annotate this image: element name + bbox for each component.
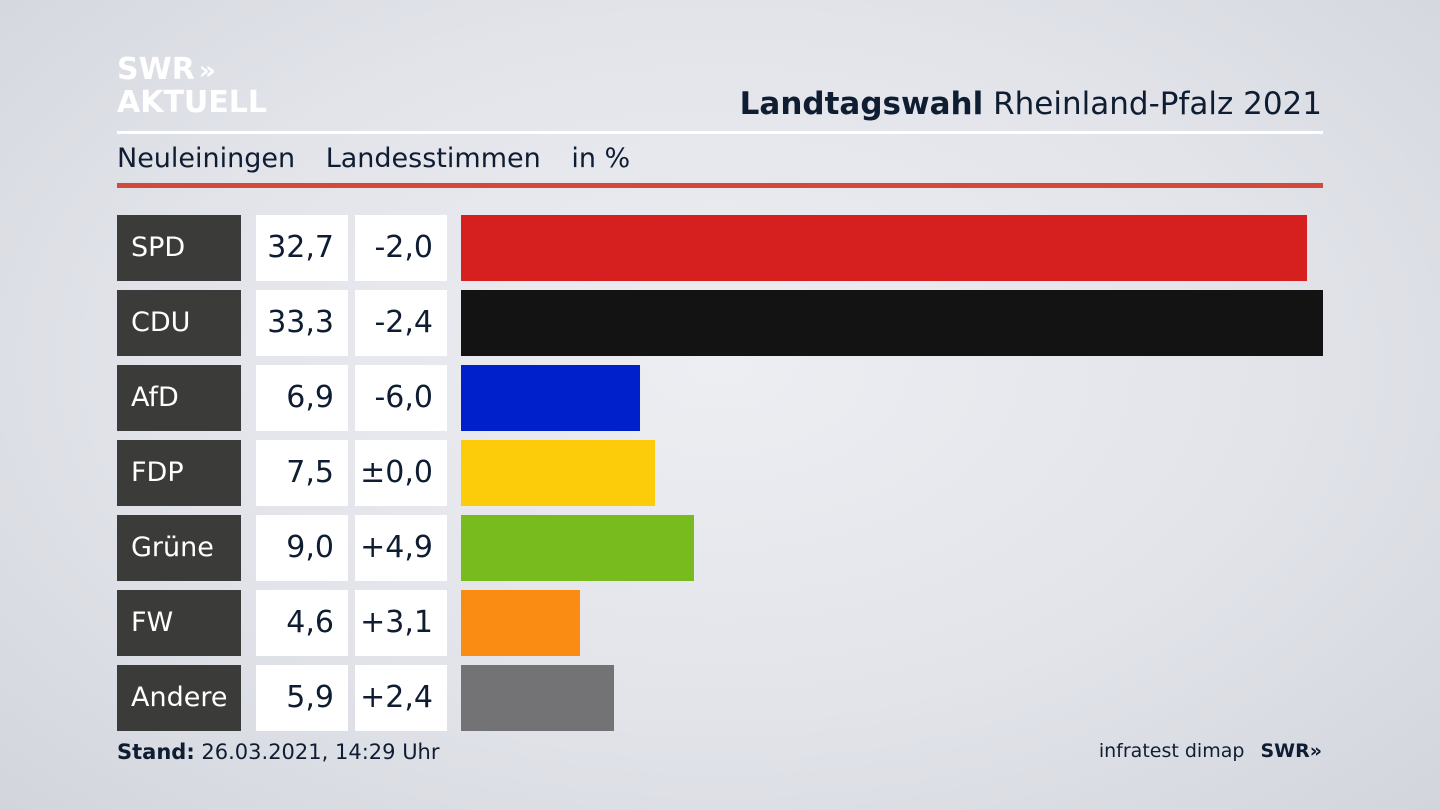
chart-row: FW 4,6 +3,1	[117, 590, 1323, 656]
chart-row: AfD 6,9 -6,0	[117, 365, 1323, 431]
subtitle-place: Neuleiningen	[117, 143, 296, 174]
bar	[461, 665, 614, 731]
swr-aktuell-logo: SWR» AKTUELL	[117, 52, 268, 120]
change-label: ±0,0	[355, 440, 447, 506]
stand-value: 26.03.2021, 14:29 Uhr	[201, 740, 440, 764]
bar	[461, 515, 694, 581]
chart-row: FDP 7,5 ±0,0	[117, 440, 1323, 506]
swr-brand-logo: SWR»	[1260, 740, 1322, 762]
chart-subtitle: Neuleiningen Landesstimmen in %	[117, 143, 652, 174]
chart-row: CDU 33,3 -2,4	[117, 290, 1323, 356]
party-label: FW	[117, 590, 241, 656]
vote-share-label: 6,9	[256, 365, 348, 431]
bar	[461, 290, 1323, 356]
chart-row: Andere 5,9 +2,4	[117, 665, 1323, 731]
change-label: +2,4	[355, 665, 447, 731]
source-credit: infratest dimap SWR»	[1099, 740, 1322, 762]
party-label: AfD	[117, 365, 241, 431]
subtitle-unit: in %	[571, 143, 631, 174]
change-label: +3,1	[355, 590, 447, 656]
subtitle-type: Landesstimmen	[325, 143, 541, 174]
bar	[461, 590, 580, 656]
party-label: Grüne	[117, 515, 241, 581]
accent-rule	[117, 183, 1323, 188]
chart-row: Grüne 9,0 +4,9	[117, 515, 1323, 581]
bar	[461, 365, 640, 431]
vote-share-label: 32,7	[256, 215, 348, 281]
change-label: -2,4	[355, 290, 447, 356]
change-label: +4,9	[355, 515, 447, 581]
vote-share-label: 5,9	[256, 665, 348, 731]
header-divider	[117, 131, 1323, 134]
chart-row: SPD 32,7 -2,0	[117, 215, 1323, 281]
change-label: -2,0	[355, 215, 447, 281]
bar	[461, 440, 655, 506]
stand-label: Stand:	[117, 740, 195, 764]
bar	[461, 215, 1307, 281]
vote-share-label: 7,5	[256, 440, 348, 506]
title-bold: Landtagswahl	[739, 86, 984, 122]
stand-timestamp: Stand: 26.03.2021, 14:29 Uhr	[117, 740, 440, 764]
vote-share-label: 33,3	[256, 290, 348, 356]
party-label: SPD	[117, 215, 241, 281]
party-label: Andere	[117, 665, 241, 731]
vote-share-label: 4,6	[256, 590, 348, 656]
page-title: Landtagswahl Rheinland-Pfalz 2021	[740, 86, 1322, 122]
source-label: infratest dimap	[1098, 740, 1245, 762]
change-label: -6,0	[355, 365, 447, 431]
party-label: FDP	[117, 440, 241, 506]
vote-share-label: 9,0	[256, 515, 348, 581]
title-rest: Rheinland-Pfalz 2021	[993, 86, 1322, 122]
party-label: CDU	[117, 290, 241, 356]
